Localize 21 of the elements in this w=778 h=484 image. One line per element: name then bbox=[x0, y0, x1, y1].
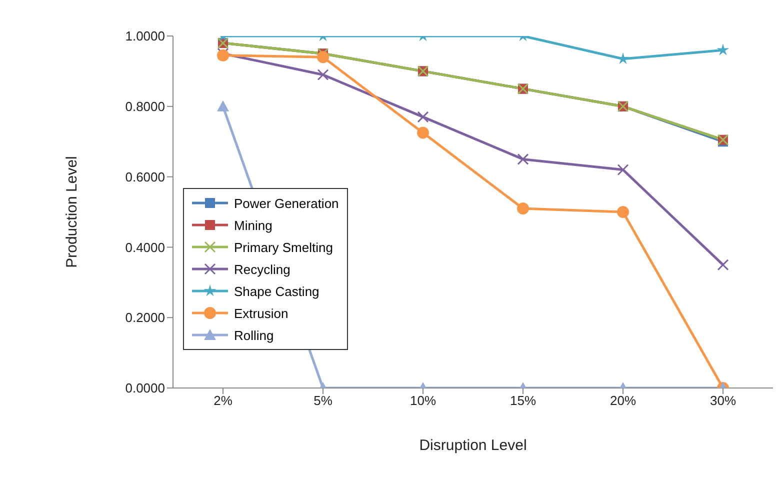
y-axis-title: Production Level bbox=[63, 156, 80, 268]
x-tick-label: 10% bbox=[410, 393, 436, 408]
y-tick-label: 0.6000 bbox=[125, 169, 165, 184]
y-tick-label: 0.0000 bbox=[125, 380, 165, 396]
x-tick-label: 20% bbox=[610, 393, 636, 408]
y-tick-label: 1.0000 bbox=[125, 28, 165, 44]
x-tick-label: 15% bbox=[510, 393, 536, 408]
legend-label: Recycling bbox=[234, 262, 290, 276]
legend-label: Mining bbox=[234, 218, 272, 232]
x-tick-label: 2% bbox=[214, 393, 233, 408]
legend-label: Primary Smelting bbox=[234, 240, 333, 254]
y-tick-label: 0.8000 bbox=[125, 99, 165, 114]
legend-label: Shape Casting bbox=[234, 284, 320, 298]
legend-label: Rolling bbox=[234, 328, 274, 342]
legend-label: Extrusion bbox=[234, 306, 288, 320]
x-tick-label: 30% bbox=[710, 393, 736, 408]
x-tick-label: 5% bbox=[314, 393, 333, 408]
x-axis-title: Disruption Level bbox=[419, 437, 527, 454]
legend-label: Power Generation bbox=[234, 196, 339, 210]
y-tick-label: 0.4000 bbox=[125, 240, 165, 255]
y-tick-label: 0.2000 bbox=[125, 310, 165, 326]
